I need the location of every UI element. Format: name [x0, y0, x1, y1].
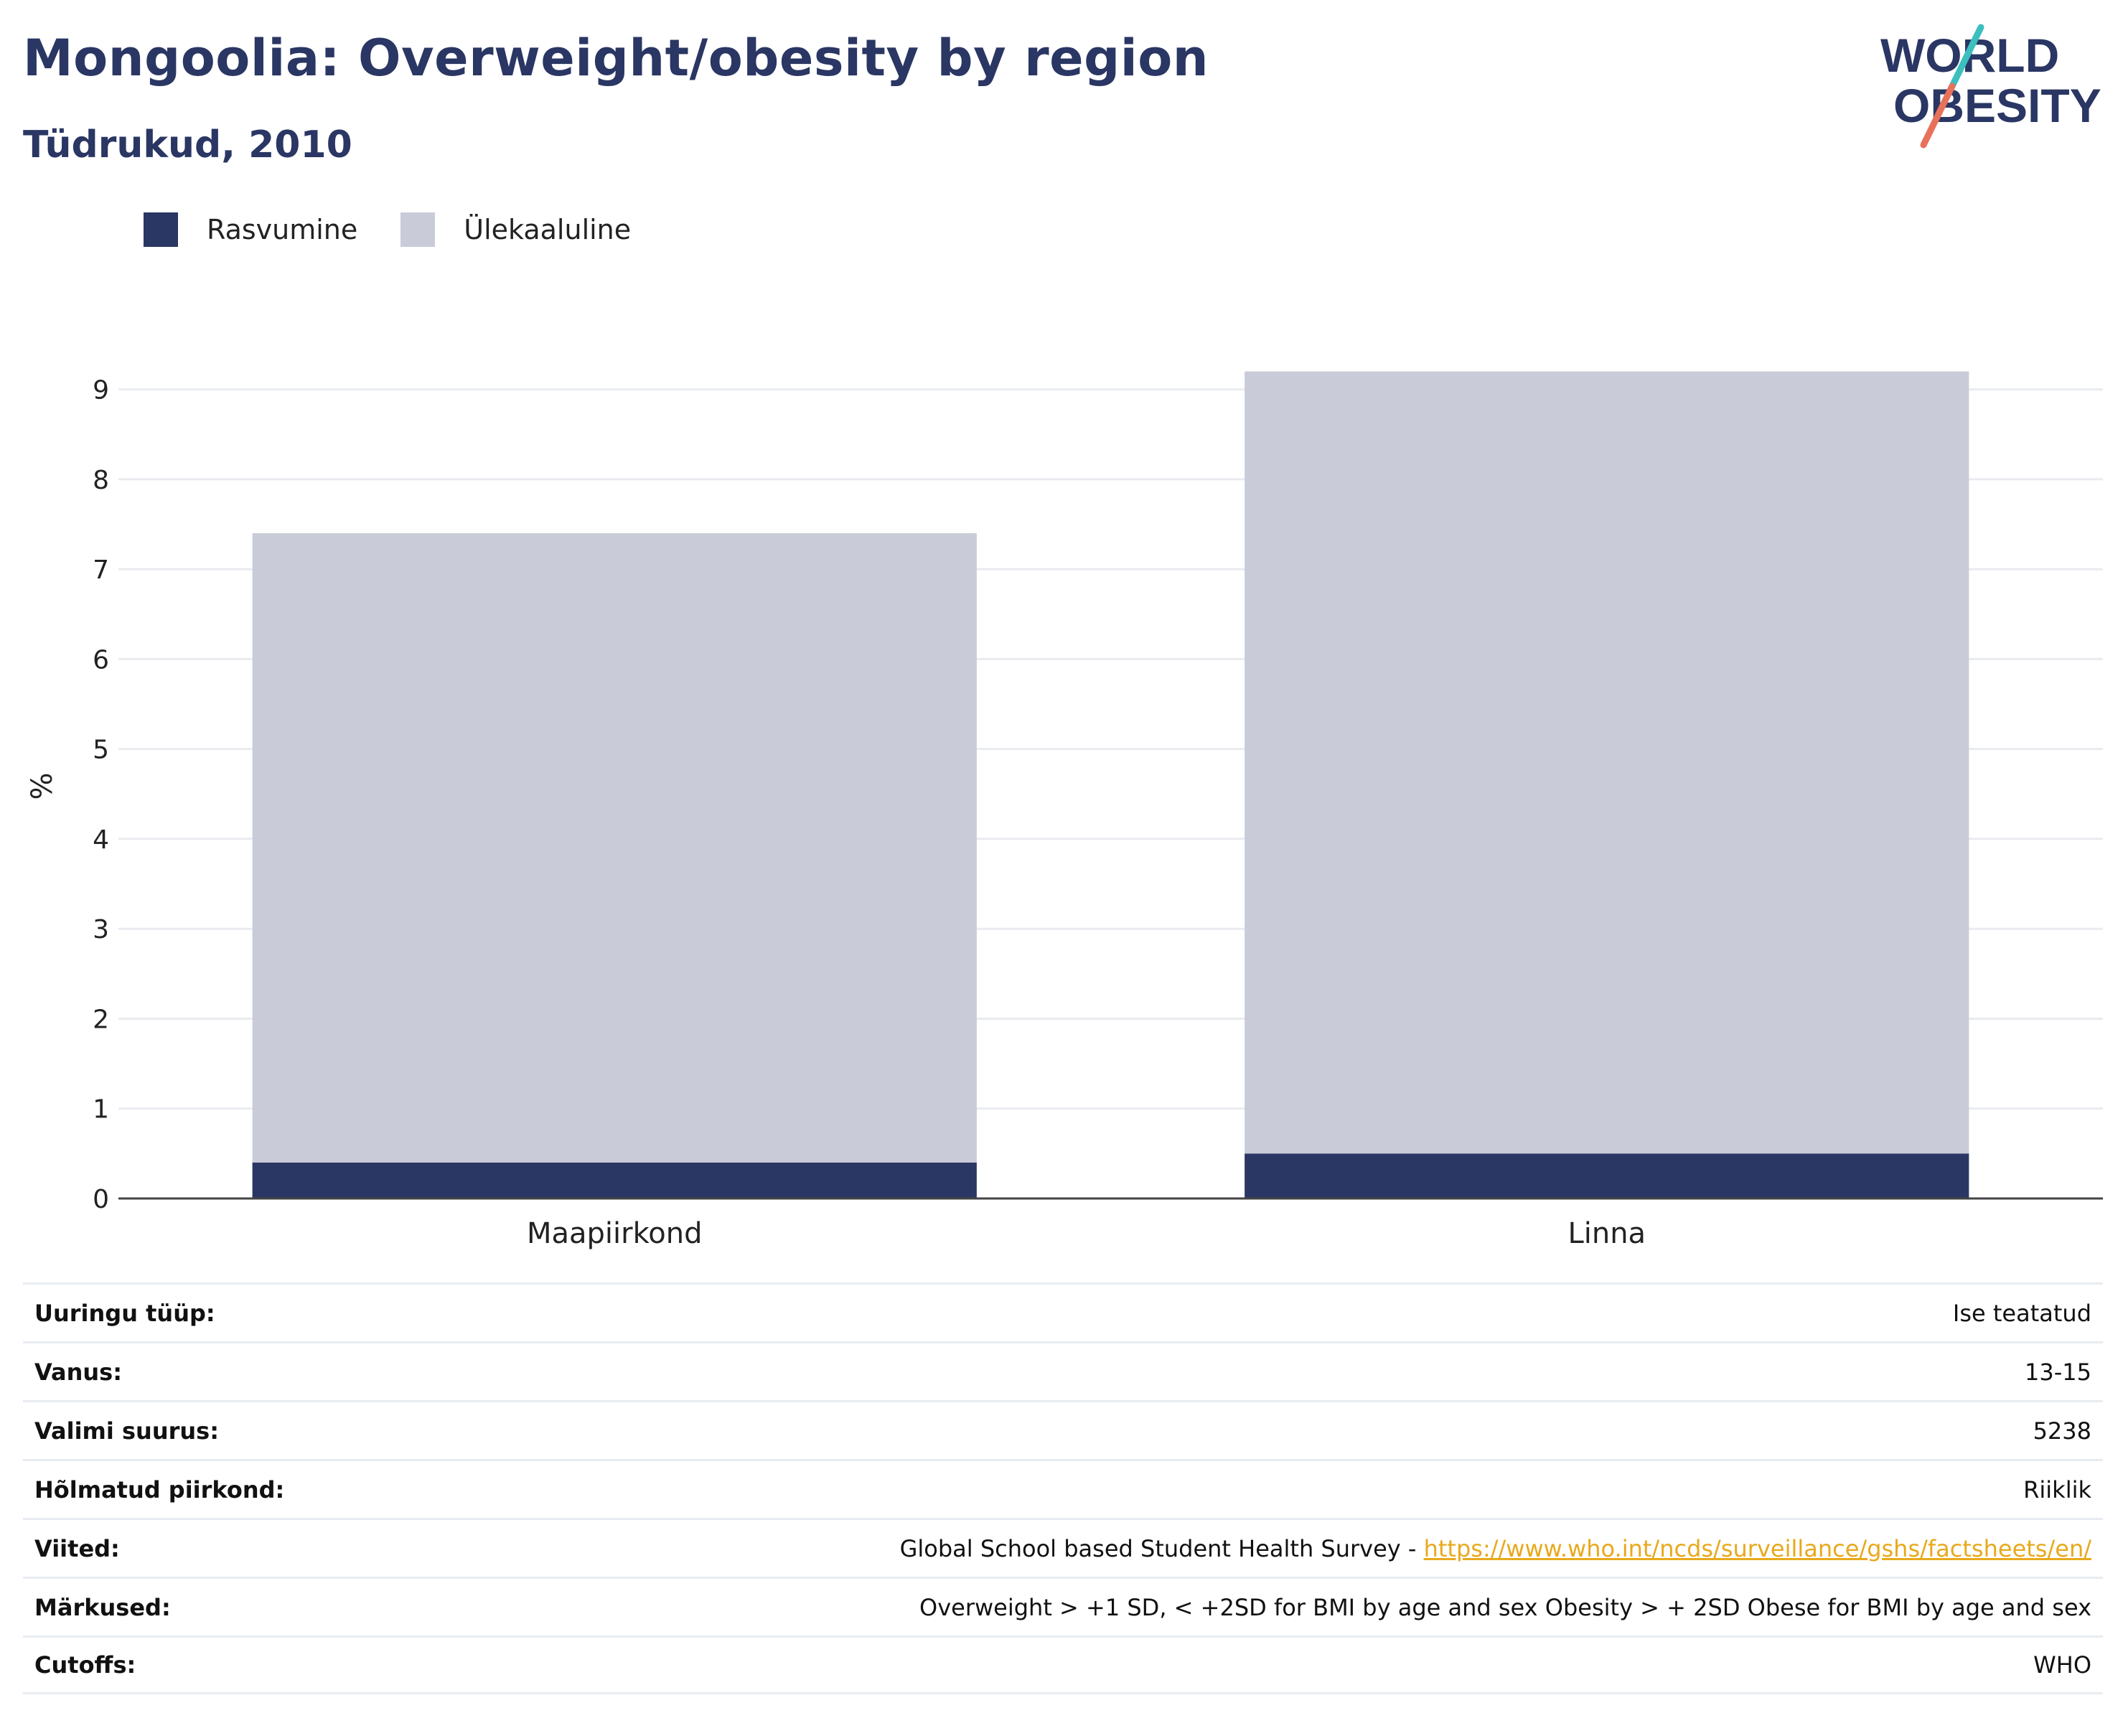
reference-text: Global School based Student Health Surve…: [899, 1534, 1424, 1562]
legend-swatch-rasvumine: [144, 212, 178, 247]
logo-coral-slash: [1920, 83, 1956, 149]
legend-item-ulekaaluline[interactable]: Ülekaaluline: [400, 212, 631, 247]
world-obesity-logo: WORLD OBESITY: [1880, 24, 2101, 149]
logo-teal-slash: [1949, 24, 1984, 90]
x-tick-label: Maapiirkond: [527, 1217, 703, 1250]
legend-label-ulekaaluline: Ülekaaluline: [464, 214, 632, 245]
bar-rasvumine: [1245, 1153, 1969, 1198]
info-row-references: Viited: Global School based Student Heal…: [23, 1518, 2103, 1577]
info-value: WHO: [2033, 1651, 2091, 1679]
legend-label-rasvumine: Rasvumine: [207, 214, 358, 245]
y-tick-label: 8: [93, 466, 109, 495]
info-row-sample-size: Valimi suurus: 5238: [23, 1400, 2103, 1459]
chart-title: Mongoolia: Overweight/obesity by region: [23, 29, 1209, 88]
info-value-references: Global School based Student Health Surve…: [900, 1535, 2091, 1562]
bar-ulekaaluline: [1245, 371, 1969, 1154]
bar-ulekaaluline: [252, 533, 977, 1163]
chart-subtitle: Tüdrukud, 2010: [23, 123, 352, 166]
y-tick-label: 4: [93, 825, 109, 855]
y-tick-label: 0: [93, 1185, 109, 1214]
bar-chart: 0 1 2 3 4 5 6 7 8 9% Maapiirkond Linna: [26, 371, 2103, 1250]
info-row-cutoffs: Cutoffs: WHO: [23, 1636, 2103, 1694]
info-label: Valimi suurus:: [34, 1417, 220, 1445]
info-row-age: Vanus: 13-15: [23, 1341, 2103, 1400]
info-row-notes: Märkused: Overweight > +1 SD, < +2SD for…: [23, 1577, 2103, 1636]
reference-link[interactable]: https://www.who.int/ncds/surveillance/gs…: [1423, 1534, 2091, 1562]
info-value: Overweight > +1 SD, < +2SD for BMI by ag…: [919, 1593, 2091, 1621]
x-tick-label: Linna: [1567, 1217, 1646, 1250]
y-tick-label: 6: [93, 645, 109, 675]
info-value: 5238: [2033, 1417, 2091, 1445]
legend-swatch-ulekaaluline: [400, 212, 436, 247]
info-row-area-covered: Hõlmatud piirkond: Riiklik: [23, 1459, 2103, 1518]
info-value: 13-15: [2025, 1358, 2091, 1386]
info-row-survey-type: Uuringu tüüp: Ise teatatud: [23, 1282, 2103, 1341]
y-tick-label: 9: [93, 376, 109, 405]
info-value: Ise teatatud: [1952, 1299, 2091, 1327]
y-tick-label: 3: [93, 915, 109, 944]
bar-rasvumine: [252, 1162, 977, 1198]
info-table: Uuringu tüüp: Ise teatatud Vanus: 13-15 …: [23, 1282, 2103, 1694]
y-tick-label: 5: [93, 736, 109, 765]
info-label: Vanus:: [34, 1358, 123, 1386]
legend-item-rasvumine[interactable]: Rasvumine: [144, 212, 357, 247]
legend: Rasvumine Ülekaaluline: [144, 212, 674, 247]
y-tick-label: 7: [93, 555, 109, 585]
info-label: Uuringu tüüp:: [34, 1299, 215, 1327]
info-label: Hõlmatud piirkond:: [34, 1475, 285, 1503]
logo-line2: OBESITY: [1893, 79, 2101, 132]
info-label: Märkused:: [34, 1593, 171, 1621]
info-value: Riiklik: [2023, 1475, 2091, 1503]
y-tick-label: 1: [93, 1095, 109, 1125]
info-label: Viited:: [34, 1534, 120, 1562]
y-axis-label: %: [26, 772, 59, 799]
y-tick-label: 2: [93, 1005, 109, 1034]
info-label: Cutoffs:: [34, 1651, 136, 1679]
